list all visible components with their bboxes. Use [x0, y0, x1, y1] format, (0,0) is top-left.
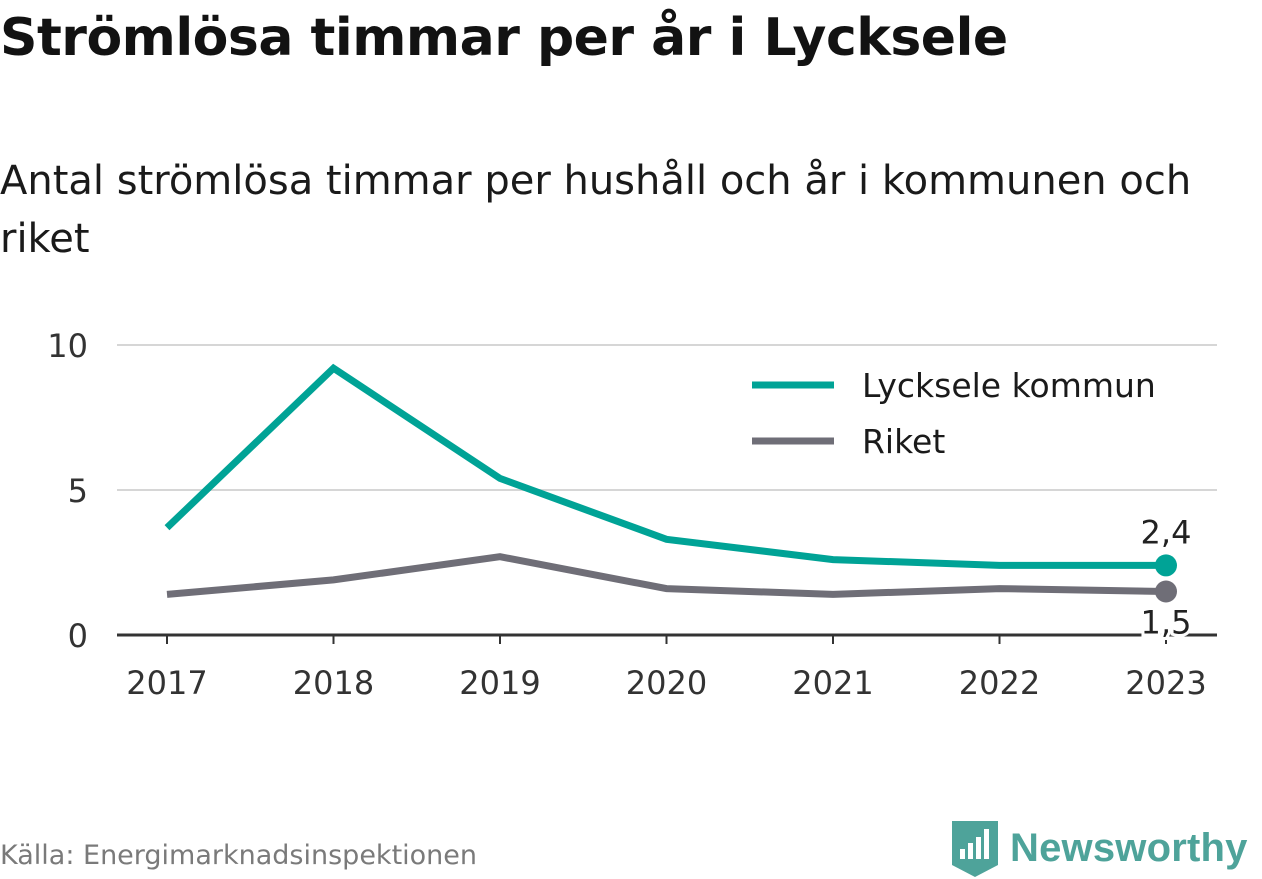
series-line-0	[164, 363, 1166, 569]
y-tick-label: 0	[68, 617, 88, 655]
x-tick-label: 2019	[459, 664, 540, 702]
chart-subtitle: Antal strömlösa timmar per hushåll och å…	[0, 158, 1192, 262]
x-tick-label: 2018	[293, 664, 374, 702]
data-label-0: 2,4	[1141, 513, 1192, 551]
x-tick-label: 2022	[959, 664, 1040, 702]
x-tick-label: 2017	[126, 664, 207, 702]
series-end-point-1	[1155, 580, 1177, 603]
chart-title: Strömlösa timmar per år i Lycksele	[0, 8, 1008, 68]
legend-label-0: Lycksele kommun	[862, 366, 1156, 405]
y-axis: 0 5 10	[47, 327, 88, 655]
legend: Lycksele kommun Riket	[752, 366, 1156, 461]
brand-logo: Newsworthy	[950, 818, 1248, 878]
newsworthy-logo-icon	[952, 821, 998, 877]
brand-name: Newsworthy	[1010, 825, 1248, 870]
data-label-1: 1,5	[1141, 604, 1192, 642]
series-end-point-0	[1155, 554, 1177, 577]
y-tick-label: 5	[68, 472, 88, 510]
series-lines: 2,4 1,5	[164, 363, 1194, 645]
legend-label-1: Riket	[862, 422, 945, 461]
x-tick-label: 2020	[626, 664, 707, 702]
x-tick-label: 2021	[792, 664, 873, 702]
source-note: Källa: Energimarknadsinspektionen	[0, 840, 478, 871]
series-line-1	[166, 553, 1167, 598]
y-tick-label: 10	[47, 327, 88, 365]
x-axis: 2017 2018 2019 2020 2021 2022 2023	[126, 635, 1207, 702]
x-tick-label: 2023	[1125, 664, 1206, 702]
